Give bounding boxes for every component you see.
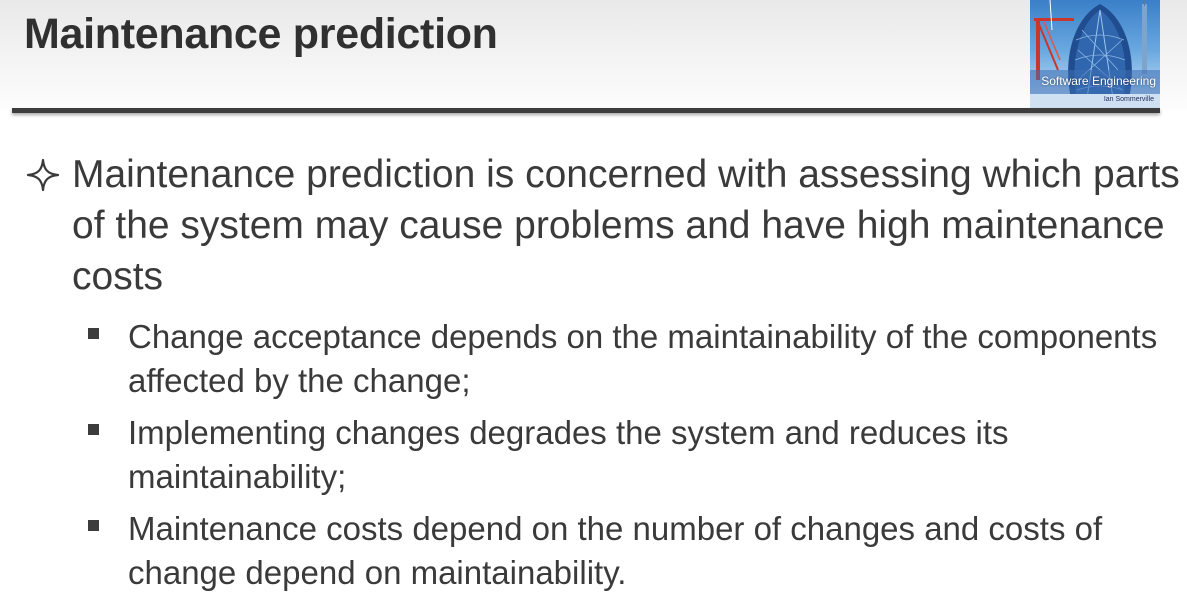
building-illustration	[1030, 0, 1160, 112]
square-bullet-icon	[88, 424, 99, 435]
four-pointed-star-icon	[26, 158, 60, 192]
sub-bullet-text: Change acceptance depends on the maintai…	[128, 318, 1158, 399]
slide-header: Maintenance prediction	[0, 0, 1187, 112]
main-bullet-text: Maintenance prediction is concerned with…	[72, 153, 1180, 298]
sub-bullet-text: Maintenance costs depend on the number o…	[128, 510, 1103, 591]
book-title: Software Engineering	[1041, 74, 1156, 88]
sub-bullet-text: Implementing changes degrades the system…	[128, 414, 1009, 495]
square-bullet-icon	[88, 520, 99, 531]
title-divider	[12, 108, 1160, 113]
square-bullet-icon	[88, 328, 99, 339]
book-author: Ian Sommerville	[1103, 96, 1154, 103]
slide-title: Maintenance prediction	[24, 10, 498, 58]
book-cover-logo: Software Engineering Ian Sommerville	[1030, 0, 1160, 112]
